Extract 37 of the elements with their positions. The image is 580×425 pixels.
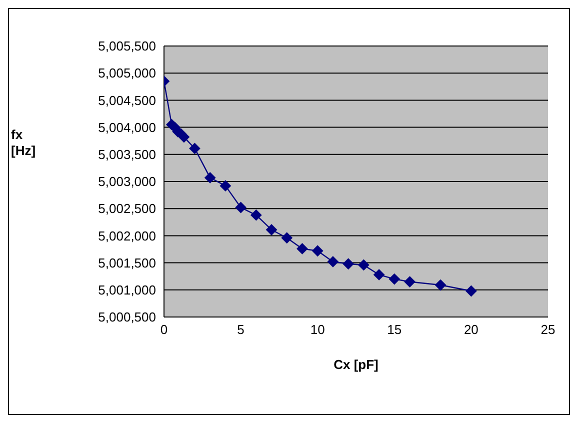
- point: [374, 269, 385, 280]
- point: [358, 259, 370, 270]
- point: [327, 256, 338, 268]
- y-tick-label: 5,005,500: [98, 38, 156, 54]
- x-tick-label: 0: [160, 322, 168, 338]
- y-tick-label: 5,002,000: [98, 228, 156, 244]
- x-tick-label: 25: [540, 322, 556, 338]
- point: [296, 243, 308, 254]
- point: [250, 210, 262, 221]
- point: [312, 245, 324, 256]
- x-axis-title: Cx [pF]: [334, 357, 378, 372]
- y-tick-label: 5,004,000: [98, 120, 156, 135]
- y-axis-title: fx [Hz]: [11, 127, 37, 159]
- x-tick-label: 5: [237, 322, 244, 338]
- point: [220, 180, 231, 192]
- y-tick-label: 5,000,500: [98, 310, 156, 325]
- y-tick-label: 5,003,000: [98, 174, 156, 190]
- point: [388, 274, 400, 285]
- point: [466, 285, 477, 296]
- x-tick-label: 10: [310, 322, 325, 338]
- point: [281, 232, 292, 244]
- y-tick-label: 5,003,500: [98, 147, 156, 162]
- x-tick-label: 20: [464, 322, 478, 338]
- y-tick-label: 5,005,000: [98, 66, 156, 81]
- y-tick-label: 5,004,500: [98, 92, 156, 108]
- point: [434, 280, 446, 291]
- point: [189, 142, 200, 154]
- y-tick-label: 5,001,000: [98, 282, 156, 298]
- y-tick-label: 5,001,500: [98, 255, 156, 270]
- point: [404, 276, 416, 288]
- point: [178, 132, 190, 143]
- point: [204, 172, 216, 184]
- x-tick-label: 15: [387, 322, 402, 338]
- point: [235, 202, 246, 214]
- y-tick-label: 5,002,500: [98, 201, 156, 216]
- point: [342, 258, 354, 270]
- point: [266, 224, 278, 236]
